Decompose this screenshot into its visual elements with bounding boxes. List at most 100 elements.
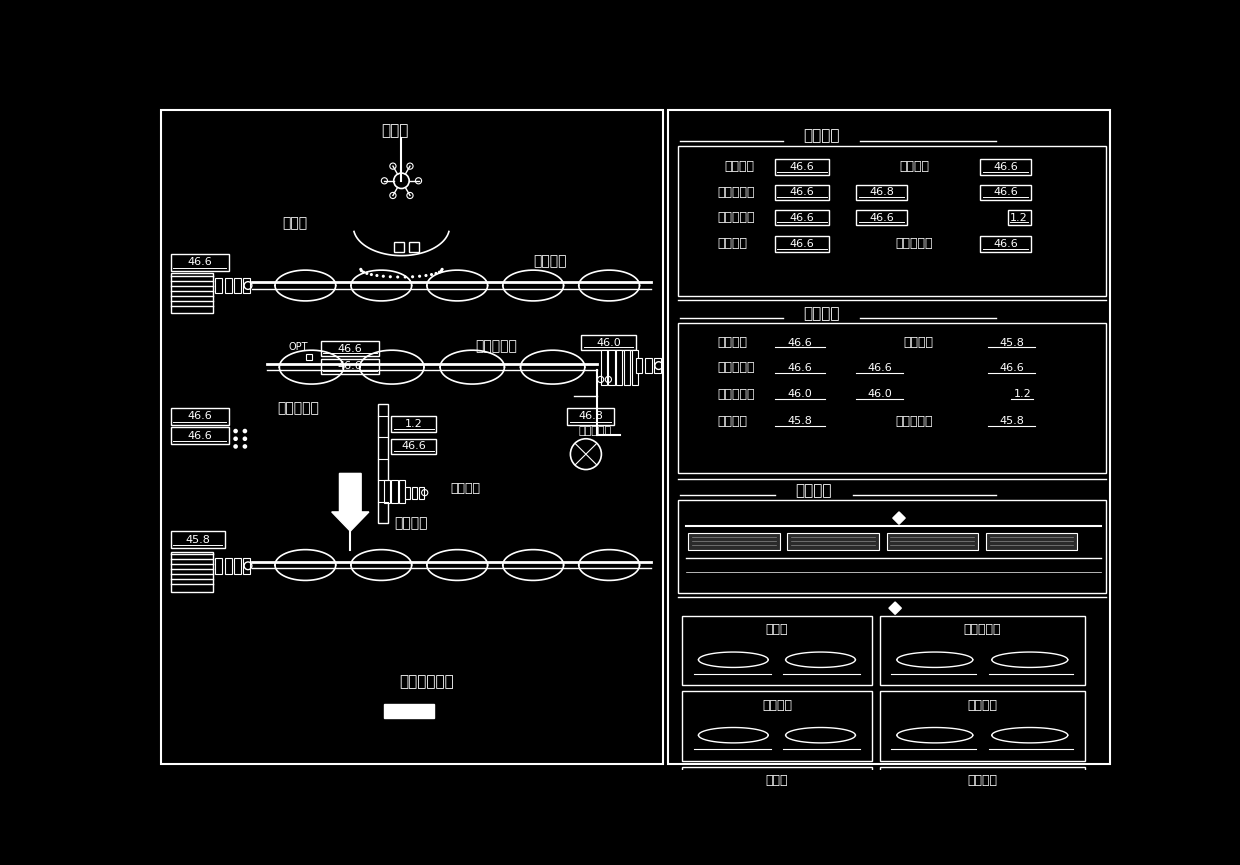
Circle shape (233, 444, 238, 449)
Text: 46.6: 46.6 (790, 239, 815, 249)
Bar (887, 534, 978, 550)
Bar (383, 479, 389, 503)
Bar (321, 359, 379, 374)
Circle shape (434, 272, 438, 275)
Circle shape (438, 271, 441, 273)
Circle shape (440, 268, 444, 271)
Bar (404, 487, 410, 499)
Text: 喂料螺旋: 喂料螺旋 (533, 254, 567, 269)
Polygon shape (893, 512, 905, 524)
Text: 喂料螺旋: 喂料螺旋 (761, 699, 792, 712)
Bar (775, 184, 830, 200)
Circle shape (243, 437, 247, 441)
Text: 45.8: 45.8 (787, 416, 812, 426)
Text: 入料口: 入料口 (382, 123, 409, 138)
Circle shape (424, 274, 428, 277)
Text: 加温加湿罐: 加温加湿罐 (475, 339, 517, 353)
Text: 参数显示: 参数显示 (804, 129, 839, 144)
Text: 46.6: 46.6 (337, 362, 362, 371)
Text: 出料螺旋: 出料螺旋 (394, 516, 428, 530)
Bar (234, 558, 241, 573)
Bar (567, 408, 614, 425)
Text: 出料螺旋: 出料螺旋 (899, 160, 929, 174)
Bar (645, 358, 652, 374)
Circle shape (440, 269, 443, 272)
Bar (399, 479, 405, 503)
Bar (775, 236, 830, 252)
Bar (306, 354, 312, 360)
Text: 46.6: 46.6 (993, 239, 1018, 249)
Bar (986, 534, 1078, 550)
Text: 保温保湿罐: 保温保湿罐 (717, 388, 754, 400)
Bar (1007, 210, 1030, 226)
Text: 46.6: 46.6 (993, 188, 1018, 197)
Circle shape (233, 429, 238, 433)
Bar (635, 358, 642, 374)
Bar (171, 427, 228, 444)
Bar (857, 184, 906, 200)
Text: 46.0: 46.0 (596, 337, 621, 348)
Bar (419, 487, 424, 499)
Text: 46.6: 46.6 (187, 258, 212, 267)
Circle shape (396, 275, 399, 279)
Text: 45.8: 45.8 (999, 337, 1024, 348)
Text: 加温加湿罐: 加温加湿罐 (717, 186, 754, 199)
Text: 出料螺旋: 出料螺旋 (967, 774, 997, 787)
Bar (582, 335, 635, 350)
Bar (392, 439, 436, 454)
Bar (392, 479, 398, 503)
Text: 46.6: 46.6 (993, 162, 1018, 172)
Polygon shape (332, 473, 370, 531)
Text: 参数设置: 参数设置 (804, 305, 839, 321)
Bar (234, 278, 241, 293)
Bar (171, 552, 213, 592)
Circle shape (404, 275, 407, 279)
Bar (171, 408, 228, 425)
Text: 46.6: 46.6 (867, 363, 892, 373)
Bar (321, 341, 379, 356)
Bar (678, 324, 1106, 473)
Circle shape (233, 437, 238, 441)
Circle shape (410, 275, 414, 279)
Bar (224, 278, 232, 293)
Text: 喂料螺旋: 喂料螺旋 (724, 160, 755, 174)
Bar (171, 273, 213, 313)
Text: 系统控制: 系统控制 (796, 483, 832, 498)
Bar (216, 558, 222, 573)
Text: 46.6: 46.6 (790, 162, 815, 172)
Bar (682, 766, 872, 836)
Text: 46.8: 46.8 (869, 188, 894, 197)
Bar (216, 278, 222, 293)
Bar (682, 616, 872, 685)
Text: 压力阀: 压力阀 (765, 774, 789, 787)
Bar (624, 350, 630, 385)
Text: 46.6: 46.6 (790, 213, 815, 223)
Bar (378, 404, 388, 523)
Bar (616, 350, 622, 385)
Circle shape (360, 269, 363, 272)
Bar (600, 350, 606, 385)
Bar (655, 358, 661, 374)
Text: 破碎机: 破碎机 (765, 623, 789, 637)
Text: 制粒干燥装置: 制粒干燥装置 (399, 674, 454, 689)
Bar (981, 236, 1030, 252)
Bar (775, 159, 830, 175)
Circle shape (366, 272, 368, 275)
Text: 疏通装置: 疏通装置 (717, 414, 746, 427)
Text: 疏通装置: 疏通装置 (450, 483, 480, 496)
Bar (857, 210, 906, 226)
Bar (787, 534, 879, 550)
Bar (383, 704, 434, 718)
Text: 1.2: 1.2 (405, 420, 423, 429)
Bar (678, 500, 1106, 593)
Bar (631, 350, 637, 385)
Text: 1.2: 1.2 (1011, 213, 1028, 223)
Bar (678, 146, 1106, 297)
Bar (682, 691, 872, 760)
Text: 破碎机: 破碎机 (281, 216, 308, 230)
Text: 喂料螺旋: 喂料螺旋 (717, 336, 746, 349)
Text: 1.2: 1.2 (1013, 389, 1032, 399)
Bar (981, 159, 1030, 175)
Bar (243, 558, 250, 573)
Text: 46.6: 46.6 (999, 363, 1024, 373)
